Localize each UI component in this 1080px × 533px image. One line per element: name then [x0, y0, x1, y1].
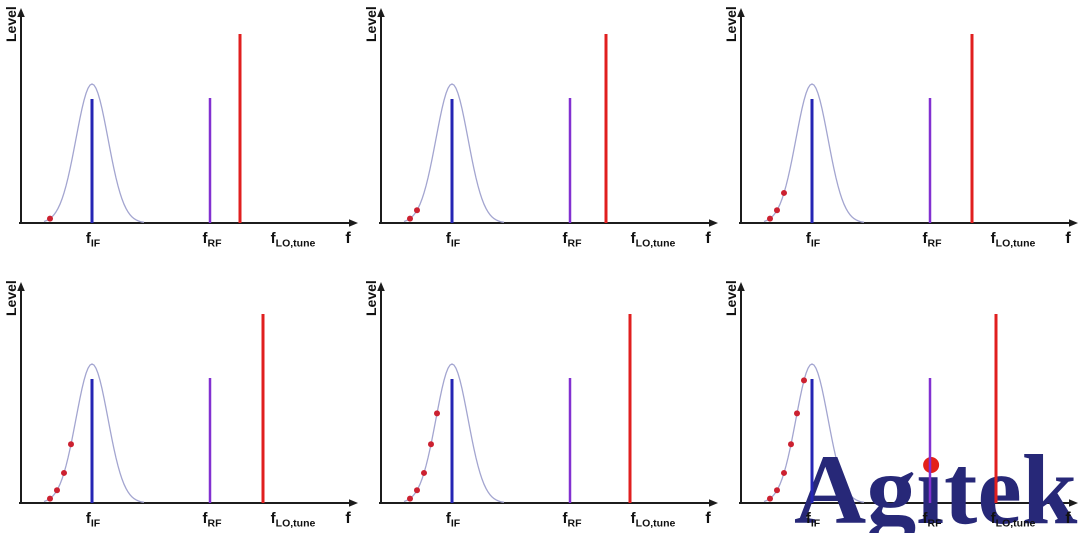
- sweep-dot: [68, 441, 74, 448]
- sweep-dot: [788, 441, 794, 448]
- lo-tune-frequency-label: fLO,tune: [271, 230, 316, 250]
- if-frequency-label: fIF: [806, 510, 821, 530]
- sweep-dot: [47, 495, 53, 502]
- frequency-axis-arrow: [349, 219, 358, 227]
- rf-frequency-label: fRF: [203, 230, 223, 250]
- frequency-axis-arrow: [1069, 219, 1078, 227]
- level-axis-arrow: [17, 8, 25, 17]
- frequency-axis-label: f: [345, 510, 351, 527]
- level-axis-arrow: [737, 8, 745, 17]
- lo-tune-frequency-label: fLO,tune: [991, 510, 1036, 530]
- sweep-dot: [407, 215, 413, 222]
- sweep-step-4-plot: Level f fIF fRF fLO,tune: [3, 280, 358, 530]
- sweep-step-3-plot: Level f fIF fRF fLO,tune: [723, 6, 1078, 250]
- sweep-dot: [434, 410, 440, 417]
- sweep-dot: [54, 487, 60, 494]
- level-axis-label: Level: [363, 280, 379, 316]
- if-frequency-label: fIF: [86, 230, 101, 250]
- sweep-step-6-plot: Agıtek Level f fIF fRF fLO,tune: [723, 280, 1078, 533]
- level-axis-label: Level: [723, 280, 739, 316]
- level-axis-label: Level: [3, 280, 19, 316]
- watermark-logo: Agıtek: [794, 434, 1078, 533]
- rf-frequency-label: fRF: [923, 510, 943, 530]
- if-frequency-label: fIF: [86, 510, 101, 530]
- rf-frequency-label: fRF: [563, 230, 583, 250]
- sweep-dot: [801, 377, 807, 384]
- frequency-axis-label: f: [1065, 510, 1071, 527]
- sweep-dot: [428, 441, 434, 448]
- if-filter-curve: [43, 363, 145, 503]
- sweep-dot: [781, 189, 787, 196]
- sweep-step-1-plot: Level f fIF fRF fLO,tune: [3, 6, 358, 250]
- frequency-axis-label: f: [345, 230, 351, 247]
- lo-tune-frequency-label: fLO,tune: [991, 230, 1036, 250]
- if-filter-curve: [403, 83, 505, 223]
- frequency-axis-arrow: [349, 499, 358, 507]
- if-filter-curve: [43, 83, 145, 223]
- sweep-dot: [47, 215, 53, 222]
- sweep-dot: [774, 207, 780, 214]
- lo-tune-frequency-label: fLO,tune: [271, 510, 316, 530]
- if-frequency-label: fIF: [446, 230, 461, 250]
- level-axis-label: Level: [363, 6, 379, 42]
- frequency-axis-arrow: [1069, 499, 1078, 507]
- level-axis-arrow: [17, 282, 25, 291]
- sweep-step-5: Level f fIF fRF fLO,tune: [360, 266, 720, 533]
- sweep-dot: [414, 207, 420, 214]
- if-filter-curve: [403, 363, 505, 503]
- if-filter-curve: [763, 83, 865, 223]
- sweep-dot: [774, 487, 780, 494]
- sweep-step-2: Level f fIF fRF fLO,tune: [360, 0, 720, 266]
- sweep-step-6: Agıtek Level f fIF fRF fLO,tune: [720, 266, 1080, 533]
- sweep-step-4: Level f fIF fRF fLO,tune: [0, 266, 360, 533]
- level-axis-arrow: [377, 8, 385, 17]
- rf-frequency-label: fRF: [203, 510, 223, 530]
- sweep-step-3: Level f fIF fRF fLO,tune: [720, 0, 1080, 266]
- frequency-axis-label: f: [705, 510, 711, 527]
- level-axis-arrow: [377, 282, 385, 291]
- if-frequency-label: fIF: [446, 510, 461, 530]
- frequency-axis-label: f: [705, 230, 711, 247]
- if-frequency-label: fIF: [806, 230, 821, 250]
- level-axis-label: Level: [723, 6, 739, 42]
- rf-frequency-label: fRF: [923, 230, 943, 250]
- sweep-dot: [61, 469, 67, 476]
- sweep-dot: [414, 487, 420, 494]
- sweep-step-1: Level f fIF fRF fLO,tune: [0, 0, 360, 266]
- frequency-axis-label: f: [1065, 230, 1071, 247]
- lo-tune-frequency-label: fLO,tune: [631, 230, 676, 250]
- sweep-dot: [794, 410, 800, 417]
- level-axis-arrow: [737, 282, 745, 291]
- sweep-dot: [767, 495, 773, 502]
- sweep-dot: [781, 469, 787, 476]
- rf-frequency-label: fRF: [563, 510, 583, 530]
- level-axis-label: Level: [3, 6, 19, 42]
- sweep-step-5-plot: Level f fIF fRF fLO,tune: [363, 280, 718, 530]
- sweep-step-2-plot: Level f fIF fRF fLO,tune: [363, 6, 718, 250]
- sweep-dot: [421, 469, 427, 476]
- frequency-axis-arrow: [709, 219, 718, 227]
- frequency-axis-arrow: [709, 499, 718, 507]
- if-filter-curve: [763, 363, 865, 503]
- sweep-dot: [767, 215, 773, 222]
- lo-tune-frequency-label: fLO,tune: [631, 510, 676, 530]
- sweep-dot: [407, 495, 413, 502]
